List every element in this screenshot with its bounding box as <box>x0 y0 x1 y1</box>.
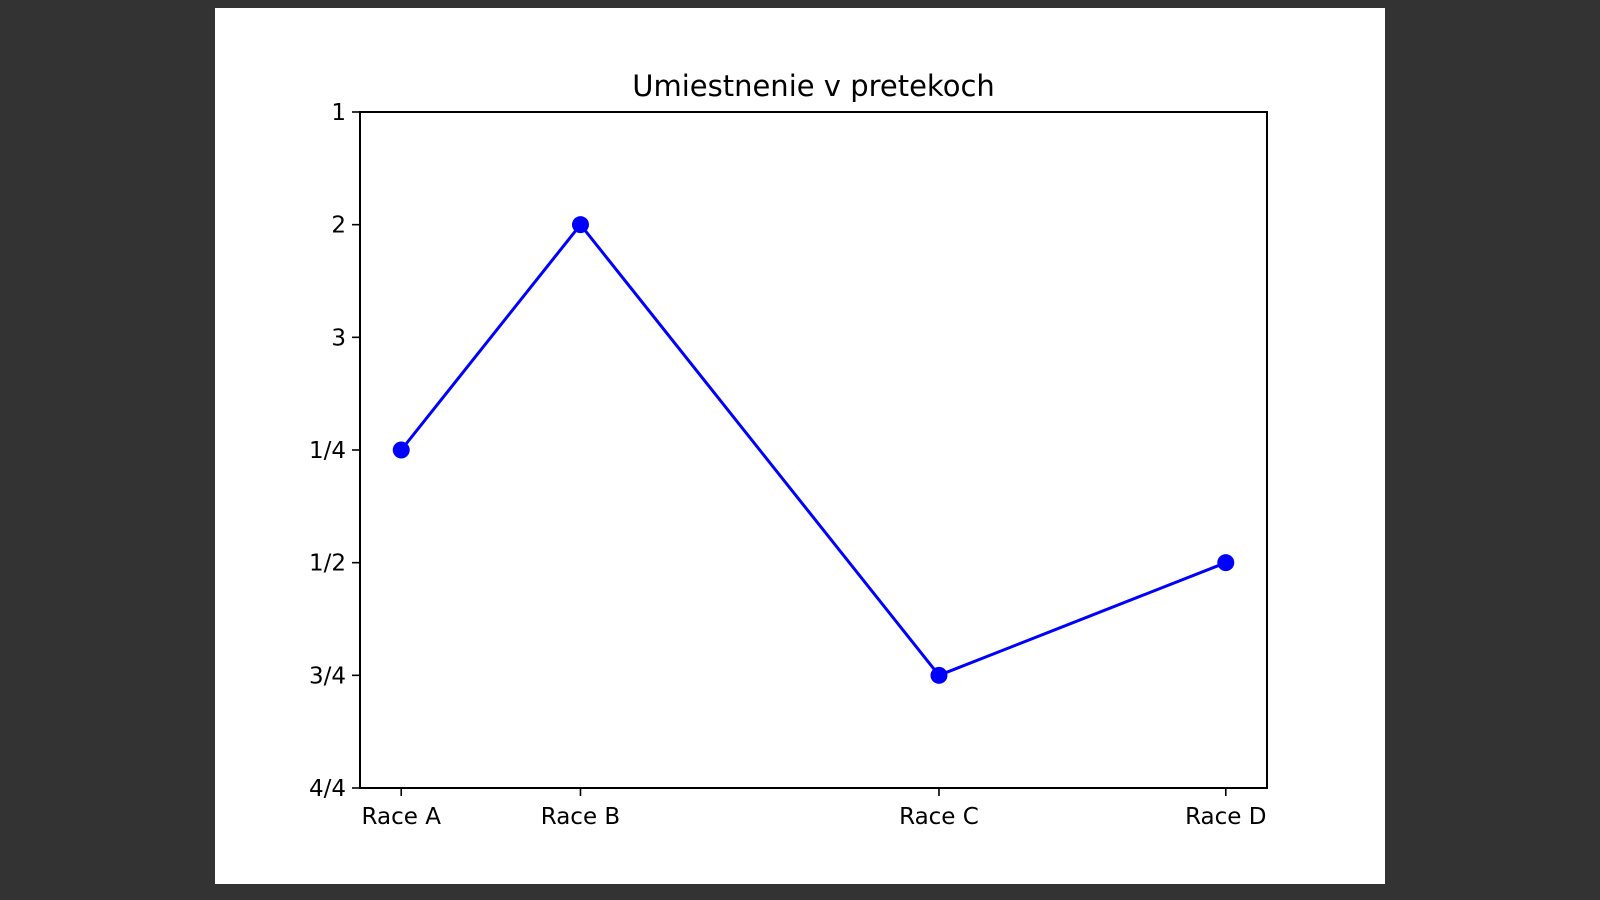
series-line <box>400 223 1227 677</box>
data-point <box>571 216 589 234</box>
chart-title: Umiestnenie v pretekoch <box>632 69 995 103</box>
y-tick-label: 3 <box>331 325 346 351</box>
y-axis: 1 2 3 1/4 1/2 3/4 4/4 <box>309 100 360 802</box>
chart-figure: Umiestnenie v pretekoch Race A Race B Race… <box>215 8 1385 884</box>
plot-area-border <box>359 111 1268 789</box>
y-tick-label: 1/4 <box>309 438 346 464</box>
y-tick-label: 3/4 <box>309 663 346 689</box>
data-point <box>930 666 948 684</box>
x-axis: Race A Race B Race C Race D <box>362 788 1266 830</box>
x-tick-label: Race D <box>1185 804 1266 830</box>
series-layer <box>392 216 1235 684</box>
y-tick-label: 1 <box>331 100 346 126</box>
axes-frame <box>359 111 1268 789</box>
y-tick-label: 2 <box>331 213 346 239</box>
x-tick-label: Race C <box>899 804 979 830</box>
y-tick-label: 1/2 <box>309 551 346 577</box>
line-chart: Umiestnenie v pretekoch Race A Race B Race… <box>309 69 1268 830</box>
x-tick-label: Race B <box>541 804 620 830</box>
y-tick-label: 4/4 <box>309 776 346 802</box>
data-point <box>392 441 410 459</box>
data-point <box>1217 554 1235 572</box>
x-tick-label: Race A <box>362 804 442 830</box>
